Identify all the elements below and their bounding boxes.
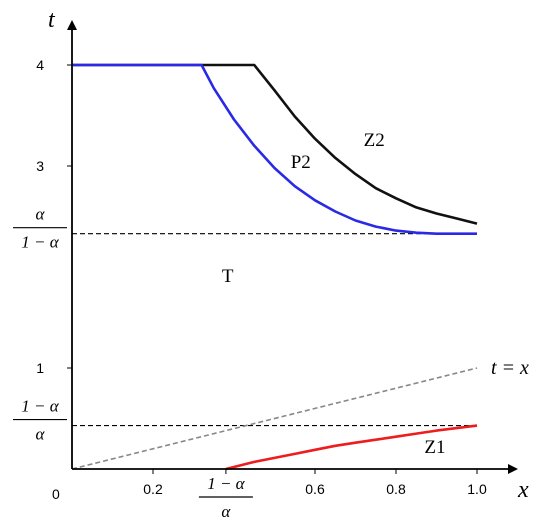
reference-lines: t = x xyxy=(71,233,529,470)
annotations: Z2 P2 T Z1 xyxy=(222,130,446,458)
x-tick-label-2: 0.8 xyxy=(386,481,406,497)
region-label-z2: Z2 xyxy=(364,130,385,151)
origin-label: 0 xyxy=(52,486,60,502)
y-fraction-tick-0-denominator: 1 − α xyxy=(21,233,59,252)
series-line-2 xyxy=(225,424,478,471)
diagonal-line-label: t = x xyxy=(491,357,529,379)
x-fraction-tick-0-numerator: 1 − α xyxy=(207,474,245,493)
y-fraction-tick-0-numerator: α xyxy=(36,205,46,224)
x-tick-label-3: 1.0 xyxy=(467,481,487,497)
y-axis-title: t xyxy=(48,7,56,33)
x-fraction-tick-0-denominator: α xyxy=(221,502,231,521)
y-fraction-tick-0: α 1 − α xyxy=(13,205,67,252)
x-fraction-tick-0: 1 − α α xyxy=(198,474,253,521)
x-tick-label-0: 0.2 xyxy=(143,481,163,497)
region-label-z1: Z1 xyxy=(424,437,445,458)
series-layer xyxy=(72,63,478,471)
y-fraction-tick-1: 1 − α α xyxy=(13,397,67,444)
y-fraction-tick-1-numerator: 1 − α xyxy=(21,397,59,416)
tick-labels: 0.2 0.6 0.8 1.0 1 3 4 1 − α α α 1 − α 1 − α α xyxy=(13,57,487,521)
x-axis-title: x xyxy=(517,477,529,503)
diagonal-reference-line xyxy=(71,367,478,470)
x-tick-label-1: 0.6 xyxy=(305,481,325,497)
series-line-0 xyxy=(72,63,478,225)
series-line-1 xyxy=(72,63,477,235)
y-tick-label-0: 1 xyxy=(36,360,44,376)
region-label-t: T xyxy=(222,266,234,287)
y-fraction-tick-1-denominator: α xyxy=(36,425,46,444)
region-label-p2: P2 xyxy=(291,152,311,173)
y-tick-label-2: 4 xyxy=(36,57,44,73)
axes: x t 0 xyxy=(48,7,529,503)
y-tick-label-1: 3 xyxy=(36,158,44,174)
